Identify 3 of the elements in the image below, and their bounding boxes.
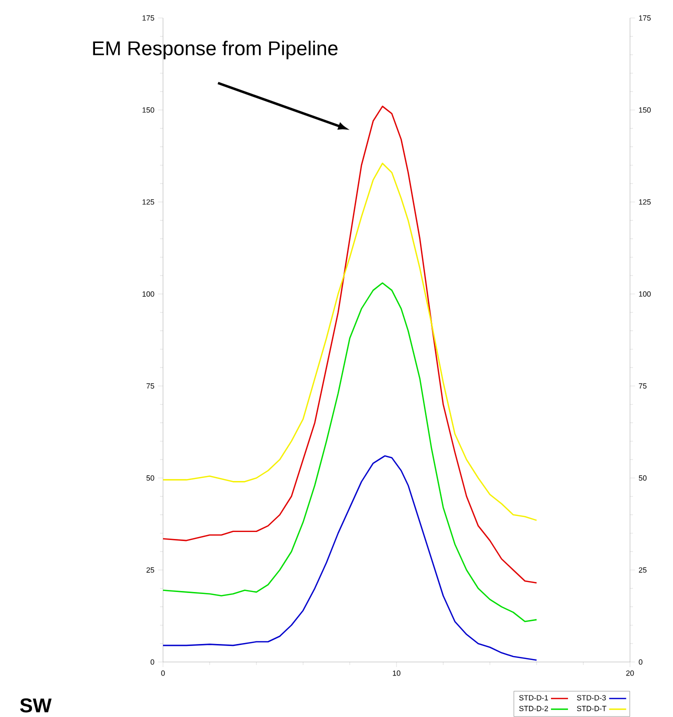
text: SW bbox=[20, 698, 52, 712]
line-series bbox=[162, 282, 538, 622]
annotation: EM Response from Pipeline bbox=[93, 40, 338, 60]
